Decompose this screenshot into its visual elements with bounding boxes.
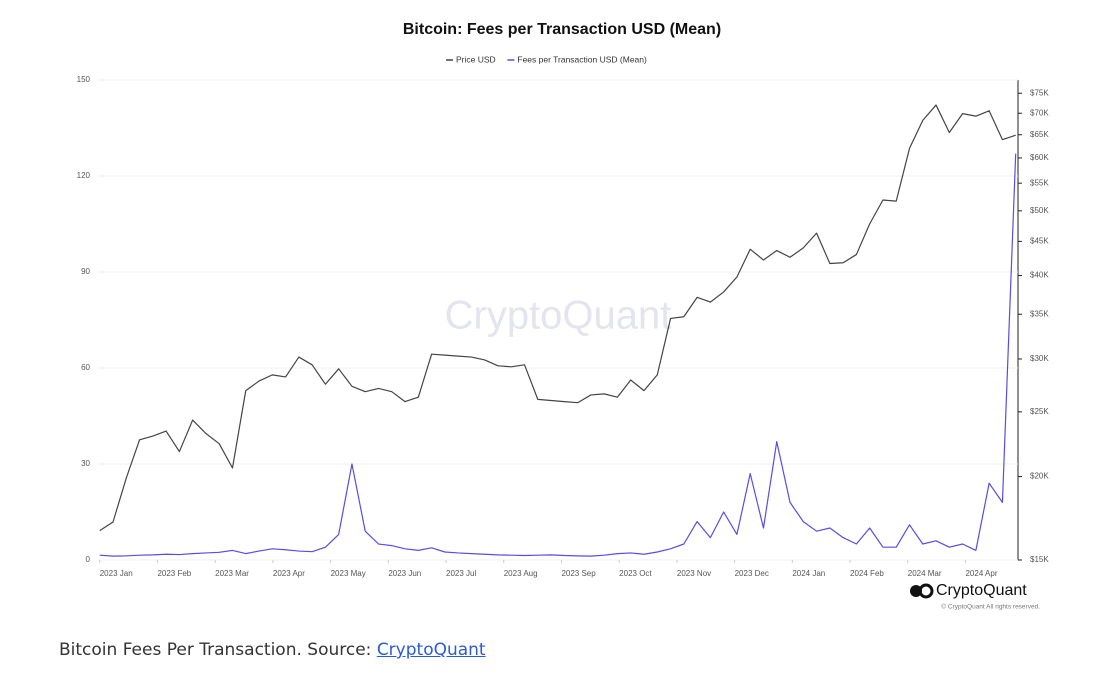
y2-tick-label: $30K [1030, 354, 1049, 363]
y2-tick-label: $35K [1030, 309, 1049, 318]
x-tick-label: 2024 Feb [850, 569, 884, 578]
y2-tick-label: $25K [1030, 407, 1049, 416]
x-tick-label: 2023 Aug [504, 569, 538, 578]
x-tick-label: 2024 Jan [792, 569, 825, 578]
y-tick-label: 150 [77, 75, 91, 84]
series-line [99, 153, 1017, 557]
y2-tick-label: $45K [1030, 236, 1049, 245]
x-tick-label: 2023 Feb [157, 569, 191, 578]
x-tick-label: 2023 Oct [619, 569, 652, 578]
y2-tick-label: $40K [1030, 271, 1049, 280]
y-tick-label: 120 [77, 171, 91, 180]
y2-tick-label: $65K [1030, 130, 1049, 139]
y-tick-label: 0 [86, 555, 91, 564]
x-tick-label: 2023 Dec [735, 569, 769, 578]
x-tick-label: 2023 May [331, 569, 366, 578]
x-tick-label: 2024 Mar [908, 569, 942, 578]
x-tick-label: 2024 Apr [965, 569, 997, 578]
y-tick-label: 90 [81, 267, 90, 276]
x-tick-label: 2023 Mar [215, 569, 249, 578]
chart: Bitcoin: Fees per Transaction USD (Mean)… [77, 21, 1050, 611]
x-tick-label: 2023 Apr [273, 569, 305, 578]
y2-tick-label: $70K [1030, 108, 1049, 117]
y2-tick-label: $55K [1030, 178, 1049, 187]
logo-text: CryptoQuant [936, 582, 1027, 599]
x-tick-label: 2023 Jan [100, 569, 133, 578]
x-tick-label: 2023 Sep [561, 569, 596, 578]
source-link[interactable]: CryptoQuant [376, 640, 486, 660]
x-tick-label: 2023 Nov [677, 569, 711, 578]
y-tick-label: 30 [81, 459, 90, 468]
copyright: © CryptoQuant All rights reserved. [941, 603, 1040, 611]
series-line [99, 104, 1016, 532]
y2-tick-label: $50K [1030, 206, 1049, 215]
x-tick-label: 2023 Jun [388, 569, 421, 578]
legend-label: Price USD [456, 54, 496, 64]
y2-tick-label: $20K [1030, 472, 1049, 481]
logo: CryptoQuant [910, 582, 1027, 599]
y2-tick-label: $75K [1030, 88, 1049, 97]
y-tick-label: 60 [81, 363, 90, 372]
caption-text: Bitcoin Fees Per Transaction. Source: [59, 640, 377, 660]
y2-tick-label: $15K [1030, 555, 1049, 564]
legend-label: Fees per Transaction USD (Mean) [517, 54, 647, 64]
chart-title: Bitcoin: Fees per Transaction USD (Mean) [403, 21, 721, 38]
caption: Bitcoin Fees Per Transaction. Source: Cr… [59, 640, 486, 660]
watermark: CryptoQuant [445, 294, 672, 338]
x-tick-label: 2023 Jul [446, 569, 476, 578]
y2-tick-label: $60K [1030, 153, 1049, 162]
